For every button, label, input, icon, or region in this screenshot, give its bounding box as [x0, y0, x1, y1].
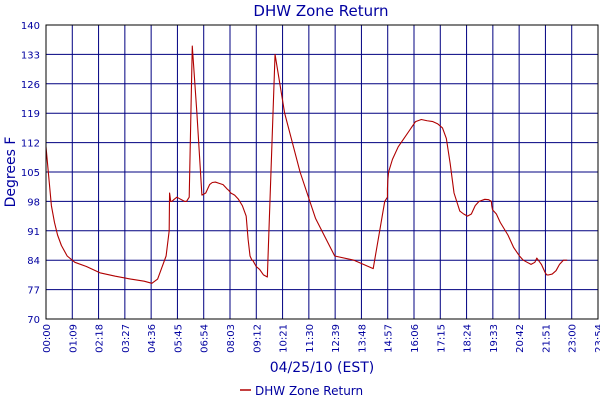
x-tick-label: 14:57 — [384, 324, 395, 353]
x-tick-labels: 00:00 01:09 02:18 03:27 04:36 05:45 06:54 08:03… — [42, 324, 600, 353]
x-tick-label: 13:48 — [357, 324, 368, 353]
y-tick-labels: 70 77 84 91 98 105 112 119 126 133 140 — [21, 21, 40, 326]
y-tick-label: 140 — [21, 21, 40, 32]
x-tick-label: 01:09 — [68, 324, 79, 353]
x-tick-label: 04:36 — [147, 324, 158, 353]
y-axis-label: Degrees F — [3, 137, 19, 208]
x-tick-label: 10:21 — [279, 324, 290, 353]
y-tick-label: 126 — [21, 80, 40, 91]
y-tick-label: 105 — [21, 168, 40, 179]
grid — [45, 24, 599, 320]
x-tick-label: 23:00 — [568, 324, 579, 353]
chart-title: DHW Zone Return — [253, 2, 388, 20]
x-tick-label: 09:12 — [252, 324, 263, 353]
x-tick-label: 08:03 — [226, 324, 237, 353]
x-tick-label: 05:45 — [173, 324, 184, 353]
x-tick-label: 17:15 — [436, 324, 447, 353]
x-tick-label: 00:00 — [42, 324, 53, 353]
y-tick-label: 77 — [27, 286, 40, 297]
plot-border — [45, 24, 599, 320]
x-tick-label: 03:27 — [121, 324, 132, 353]
x-tick-label: 23:54 — [594, 324, 600, 353]
y-tick-label: 98 — [27, 197, 40, 208]
y-tick-label: 91 — [27, 227, 40, 238]
x-tick-label: 18:24 — [463, 324, 474, 353]
x-tick-label: 16:06 — [410, 324, 421, 353]
x-tick-label: 11:30 — [305, 324, 316, 353]
x-tick-label: 19:33 — [489, 324, 500, 353]
x-tick-label: 20:42 — [515, 324, 526, 353]
x-tick-label: 21:51 — [541, 324, 552, 353]
y-tick-label: 70 — [27, 315, 40, 326]
legend-label: DHW Zone Return — [255, 384, 363, 398]
y-tick-label: 119 — [21, 109, 40, 120]
x-axis-label: 04/25/10 (EST) — [270, 360, 375, 376]
series-line — [45, 45, 568, 284]
y-tick-label: 133 — [21, 50, 40, 61]
series-layer — [45, 45, 568, 284]
x-tick-label: 12:39 — [331, 324, 342, 353]
y-tick-label: 84 — [27, 256, 40, 267]
y-tick-label: 112 — [21, 139, 40, 150]
legend: DHW Zone Return — [240, 384, 363, 398]
x-tick-label: 02:18 — [95, 324, 106, 353]
x-tick-label: 06:54 — [200, 324, 211, 353]
